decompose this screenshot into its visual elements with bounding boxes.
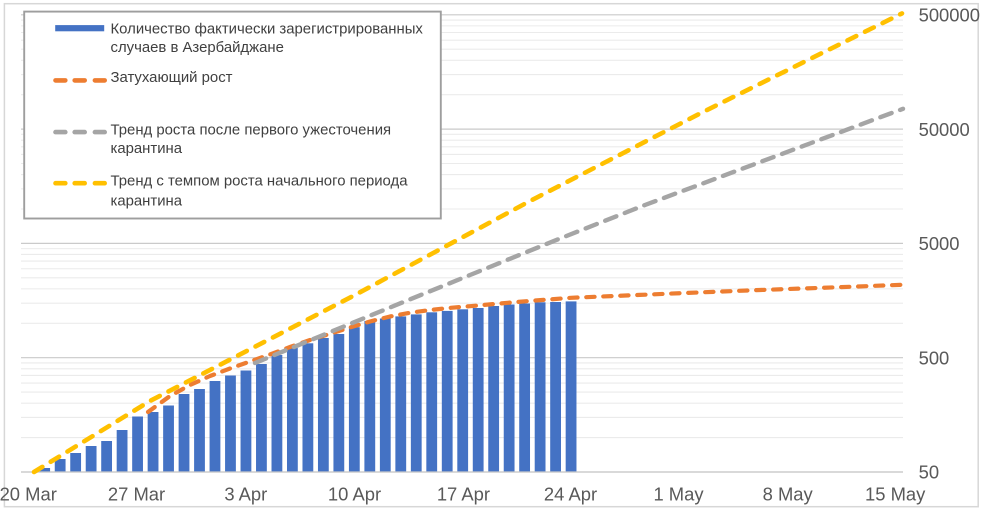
svg-text:1 May: 1 May — [653, 484, 704, 505]
svg-text:Тренд роста после первого ужес: Тренд роста после первого ужесточения — [111, 122, 392, 138]
svg-text:500: 500 — [919, 347, 950, 368]
svg-text:50: 50 — [919, 462, 939, 483]
svg-text:3 Apr: 3 Apr — [224, 484, 267, 505]
svg-text:Затухающий рост: Затухающий рост — [111, 70, 233, 86]
svg-text:10 Apr: 10 Apr — [328, 484, 381, 505]
svg-text:карантина: карантина — [111, 193, 183, 209]
svg-text:случаев в Азербайджане: случаев в Азербайджане — [111, 40, 284, 56]
svg-text:17 Apr: 17 Apr — [437, 484, 490, 505]
svg-text:500000: 500000 — [919, 5, 980, 26]
svg-text:20 Mar: 20 Mar — [0, 484, 57, 505]
svg-text:24 Apr: 24 Apr — [544, 484, 597, 505]
svg-text:27 Mar: 27 Mar — [108, 484, 165, 505]
svg-text:Количество фактически зарегист: Количество фактически зарегистрированных — [111, 21, 424, 37]
svg-text:8 May: 8 May — [763, 484, 814, 505]
svg-text:50000: 50000 — [919, 119, 970, 140]
svg-text:15 May: 15 May — [865, 484, 926, 505]
svg-text:Тренд с темпом роста начальног: Тренд с темпом роста начального периода — [111, 174, 409, 190]
svg-text:5000: 5000 — [919, 233, 960, 254]
svg-text:карантина: карантина — [111, 141, 183, 157]
